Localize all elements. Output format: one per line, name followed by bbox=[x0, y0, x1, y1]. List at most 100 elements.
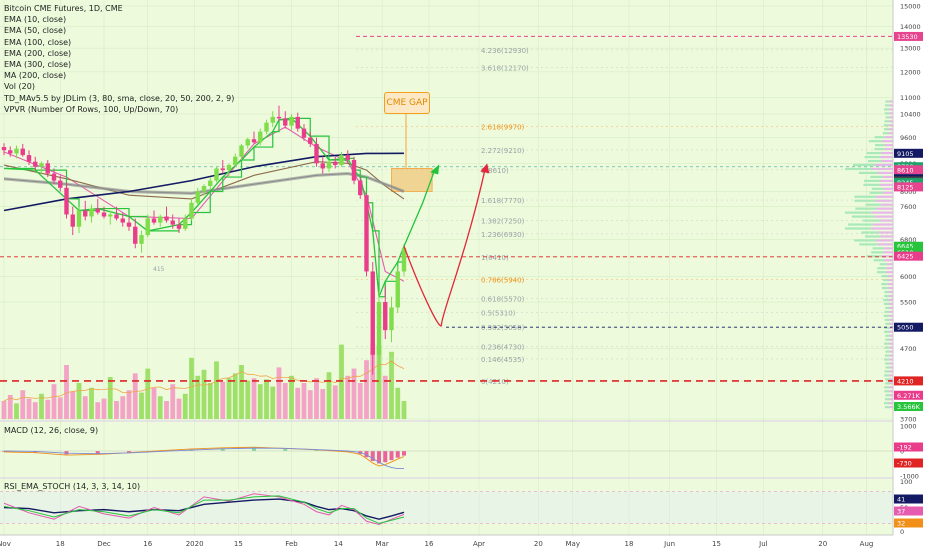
vpvr-bar-up bbox=[848, 223, 873, 226]
legend-item[interactable]: EMA (100, close) bbox=[4, 37, 72, 47]
volume-bar bbox=[195, 375, 201, 419]
indicator-line-band bbox=[3, 171, 405, 195]
macd-histogram-bar bbox=[370, 451, 375, 462]
price-tag-label: 6.271K bbox=[897, 392, 921, 400]
candle-body bbox=[83, 210, 88, 217]
volume-bar bbox=[264, 379, 269, 419]
fib-level-label: 0.146(4535) bbox=[481, 356, 525, 364]
vpvr-bar-up bbox=[874, 136, 885, 139]
legend-item[interactable]: TD_MAv5.5 by JDLim (3, 80, sma, close, 2… bbox=[4, 93, 235, 103]
grid-layer bbox=[0, 0, 893, 535]
vpvr-bar-down bbox=[888, 314, 893, 317]
price-tick-label: 5500 bbox=[900, 299, 917, 307]
vpvr-bar-up bbox=[868, 140, 883, 143]
vpvr-bar-down bbox=[880, 155, 893, 159]
price-pane-background bbox=[0, 0, 893, 420]
fib-level-label: 1.618(7770) bbox=[481, 197, 525, 205]
time-tick-label: 15 bbox=[234, 540, 243, 548]
vpvr-bar-down bbox=[884, 144, 893, 147]
macd-signal-line bbox=[3, 447, 404, 469]
candle-body bbox=[189, 202, 194, 219]
candle-body bbox=[283, 118, 288, 126]
volume-bar bbox=[376, 345, 382, 419]
volume-bar bbox=[51, 384, 57, 419]
volume-bar bbox=[7, 395, 13, 419]
candle-body bbox=[276, 116, 282, 119]
vpvr-bar-up bbox=[884, 128, 889, 131]
candle-body bbox=[245, 139, 250, 146]
legend-item[interactable]: EMA (200, close) bbox=[4, 48, 72, 58]
volume-bar bbox=[214, 361, 219, 419]
volume-bar bbox=[70, 391, 76, 419]
vpvr-bar-down bbox=[888, 124, 893, 127]
volume-bar bbox=[239, 365, 244, 419]
candle-body bbox=[45, 163, 50, 174]
time-tick-label: 16 bbox=[425, 540, 434, 548]
volume-bar bbox=[257, 384, 263, 419]
volume-bar bbox=[114, 401, 119, 419]
time-tick-label: Dec bbox=[97, 540, 111, 548]
volume-bar bbox=[282, 383, 288, 419]
vpvr-bar-down bbox=[887, 275, 893, 278]
vpvr-bar-up bbox=[885, 116, 890, 119]
volume-bar bbox=[270, 386, 276, 419]
vpvr-bar-up bbox=[881, 282, 888, 286]
vpvr-bar-up bbox=[863, 183, 880, 186]
volume-bar bbox=[32, 402, 38, 419]
vpvr-bar-down bbox=[877, 171, 893, 175]
candle-body bbox=[51, 173, 57, 181]
volume-bar bbox=[201, 369, 207, 419]
fib-level-label: 1(6410) bbox=[481, 254, 509, 262]
price-tag bbox=[894, 165, 923, 175]
vpvr-bar-up bbox=[884, 346, 890, 349]
candle-body bbox=[64, 187, 69, 215]
price-tick-label: 14000 bbox=[900, 23, 921, 31]
candle-body bbox=[183, 218, 188, 229]
candle-body bbox=[158, 216, 163, 223]
vpvr-bar-up bbox=[883, 124, 889, 127]
macd-value-tag-label: -730 bbox=[897, 460, 912, 468]
legend-item[interactable]: VPVR (Number Of Rows, 100, Up/Down, 70) bbox=[4, 104, 179, 114]
volume-bar bbox=[364, 360, 369, 419]
forecast-arrowhead-red bbox=[480, 163, 490, 174]
volume-bar bbox=[226, 378, 232, 419]
legend-item[interactable]: EMA (10, close) bbox=[4, 15, 67, 25]
time-tick-label: Nov bbox=[0, 540, 11, 548]
candle-body bbox=[364, 195, 369, 272]
vpvr-bar-up bbox=[866, 255, 882, 258]
vpvr-bar-down bbox=[882, 140, 893, 143]
candle-body bbox=[320, 163, 325, 169]
vpvr-bar-down bbox=[889, 326, 893, 329]
volume-bar bbox=[26, 398, 32, 419]
candle-body bbox=[133, 226, 138, 244]
price-tag bbox=[894, 182, 923, 192]
candle-body bbox=[195, 191, 200, 203]
vpvr-bar-up bbox=[884, 402, 889, 405]
legend-item[interactable]: MA (200, close) bbox=[4, 71, 67, 81]
candle-body bbox=[101, 212, 107, 217]
price-axis-background bbox=[893, 0, 932, 550]
vpvr-bar-down bbox=[883, 251, 893, 254]
volume-bar bbox=[157, 396, 163, 419]
legend-title[interactable]: Bitcoin CME Futures, 1D, CME bbox=[4, 4, 123, 13]
candle-body bbox=[220, 168, 225, 171]
price-tag-label: 4210 bbox=[897, 377, 914, 385]
vpvr-bar-up bbox=[852, 163, 875, 167]
legend-item[interactable]: EMA (300, close) bbox=[4, 60, 72, 70]
candlesticks bbox=[1, 105, 407, 381]
vpvr-bar-up bbox=[858, 171, 878, 175]
macd-pane-label[interactable]: MACD (12, 26, close, 9) bbox=[4, 426, 99, 435]
volume-bar bbox=[107, 377, 113, 419]
rsi-pane-label[interactable]: RSI_EMA_STOCH (14, 3, 3, 14, 10) bbox=[4, 482, 141, 491]
vpvr-bar-down bbox=[888, 402, 893, 405]
vpvr-bar-down bbox=[889, 346, 893, 349]
volume-bar bbox=[339, 344, 344, 419]
legend-item[interactable]: Vol (20) bbox=[4, 82, 35, 92]
candle-body bbox=[239, 145, 244, 157]
candle-body bbox=[233, 156, 238, 166]
legend-item[interactable]: EMA (50, close) bbox=[4, 26, 67, 36]
candle-body bbox=[145, 218, 150, 236]
volume-bar bbox=[145, 368, 151, 419]
candle-body bbox=[151, 218, 157, 223]
